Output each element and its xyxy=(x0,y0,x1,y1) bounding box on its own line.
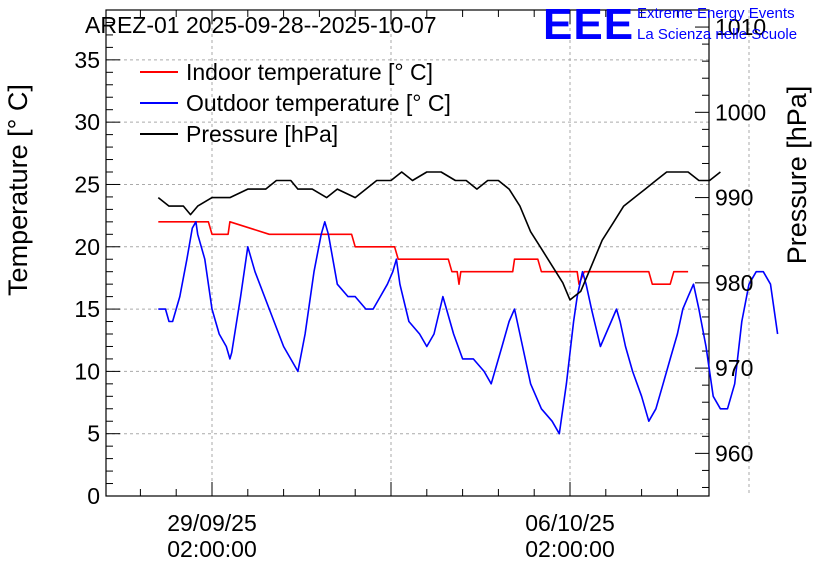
legend-label-0: Indoor temperature [° C] xyxy=(186,59,433,85)
legend-label-2: Pressure [hPa] xyxy=(186,121,338,147)
left-tick-label: 30 xyxy=(74,109,100,135)
series-line-1 xyxy=(158,221,779,435)
right-tick-label: 960 xyxy=(715,440,753,466)
x-tick-label-date: 06/10/25 xyxy=(525,510,615,536)
chart-title: AREZ-01 2025-09-28--2025-10-07 xyxy=(85,12,437,38)
right-tick-label: 1000 xyxy=(715,99,766,125)
plot-border xyxy=(105,9,710,497)
x-tick-label-time: 02:00:00 xyxy=(525,536,615,562)
y-axis-label-right: Pressure [hPa] xyxy=(782,86,812,265)
plot-frame xyxy=(105,9,710,497)
legend: Indoor temperature [° C] Outdoor temperat… xyxy=(140,59,451,147)
labels-layer: 0 5 10 15 20 25 30 35 960 970 980 990 1000 1010 29/09/… xyxy=(3,12,812,562)
eee-logo-line2: La Scienza nelle Scuole xyxy=(637,26,797,43)
left-tick-label: 10 xyxy=(74,358,100,384)
left-tick-label: 5 xyxy=(87,421,100,447)
grid-lines xyxy=(106,10,750,496)
left-tick-label: 15 xyxy=(74,296,100,322)
eee-logo-line1: Extreme Energy Events xyxy=(637,5,795,22)
legend-label-1: Outdoor temperature [° C] xyxy=(186,90,451,116)
y-axis-label-left: Temperature [° C] xyxy=(3,84,33,296)
left-tick-label: 25 xyxy=(74,171,100,197)
right-tick-label: 970 xyxy=(715,355,753,381)
eee-logo-text: EEE xyxy=(543,0,634,49)
left-tick-label: 35 xyxy=(74,47,100,73)
left-tick-label: 20 xyxy=(74,234,100,260)
axis-ticks xyxy=(106,9,709,497)
right-tick-label: 990 xyxy=(715,185,753,211)
right-tick-label: 980 xyxy=(715,270,753,296)
series-layer xyxy=(157,171,779,435)
series-line-2 xyxy=(157,171,721,301)
series-line-0 xyxy=(158,221,689,285)
left-tick-label: 0 xyxy=(87,483,100,509)
x-tick-label-time: 02:00:00 xyxy=(167,536,257,562)
right-tick-label: 1010 xyxy=(715,14,766,40)
x-tick-label-date: 29/09/25 xyxy=(167,510,257,536)
eee-logo: EEE Extreme Energy Events La Scienza nelle… xyxy=(543,0,797,49)
